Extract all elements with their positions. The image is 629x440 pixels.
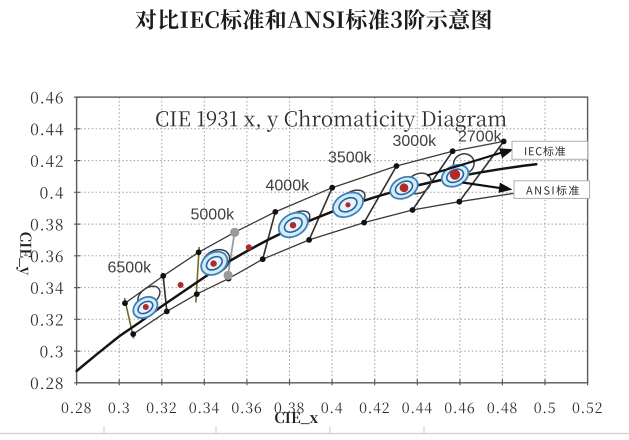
svg-text:2700k: 2700k xyxy=(458,129,503,146)
svg-text:5000k: 5000k xyxy=(191,206,236,223)
svg-text:4000k: 4000k xyxy=(266,177,311,194)
svg-text:3000k: 3000k xyxy=(393,133,438,150)
svg-text:6500k: 6500k xyxy=(108,259,153,276)
svg-text:3500k: 3500k xyxy=(328,150,373,167)
